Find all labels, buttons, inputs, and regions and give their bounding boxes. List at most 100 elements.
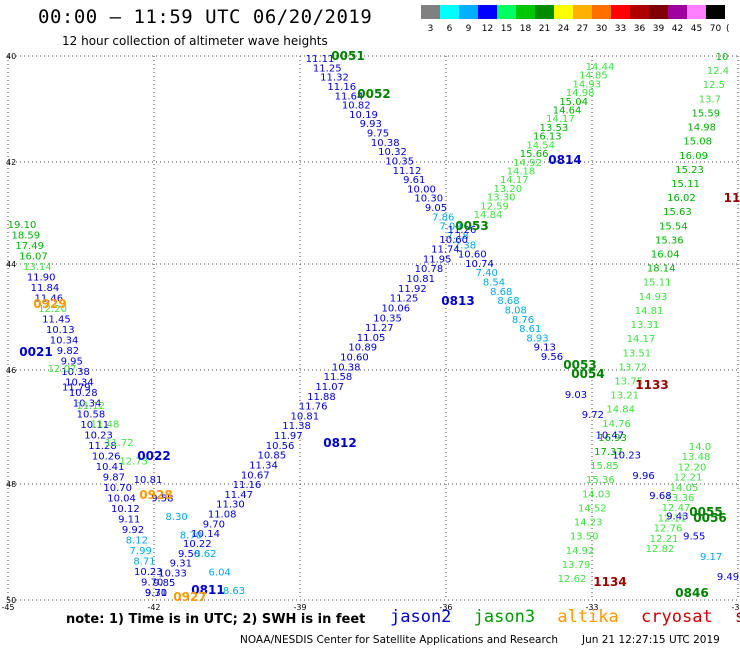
wave-height-value: 11.16	[233, 480, 262, 491]
wave-height-value: 9.31	[170, 559, 192, 570]
wave-height-value: 15.59	[691, 108, 720, 119]
pass-time-label: 0056	[693, 511, 726, 525]
wave-height-value: 10.41	[96, 462, 125, 473]
wave-height-value: 9.17	[700, 552, 722, 563]
wave-height-value: 10.35	[373, 313, 402, 324]
wave-height-value: 10.38	[332, 362, 361, 373]
color-swatch	[630, 5, 649, 19]
wave-height-value: 11.47	[224, 490, 253, 501]
wave-height-value: 14.44	[586, 62, 615, 73]
wave-height-value: 10.34	[73, 399, 102, 410]
page-title: 00:00 – 11:59 UTC 06/20/2019	[38, 6, 373, 28]
wave-height-value: 9.70	[145, 588, 167, 599]
wave-height-value: 12.21	[650, 534, 679, 545]
wave-height-value: 15.54	[659, 221, 688, 232]
color-swatch-label: 6	[447, 24, 453, 33]
wave-height-value: 10.60	[340, 353, 369, 364]
color-swatch-label: 21	[539, 24, 550, 33]
wave-height-value: 9.72	[582, 410, 604, 421]
wave-height-value: 15.23	[675, 165, 704, 176]
pass-time-label: 0928	[139, 488, 172, 502]
wave-height-value: 11.97	[274, 431, 303, 442]
wave-height-value: 10.23	[612, 451, 641, 462]
wave-height-value: 10.78	[415, 264, 444, 275]
wave-height-value: 14.93	[639, 292, 668, 303]
wave-height-value: 14.52	[578, 503, 607, 514]
wave-height-value: 11.48	[91, 420, 120, 431]
wave-height-value: 7.86	[432, 212, 454, 223]
wave-height-value: 11.25	[390, 294, 419, 305]
wave-height-value: 12.82	[646, 544, 675, 555]
wave-height-value: 12.20	[678, 462, 707, 473]
wave-height-value: 13.48	[682, 452, 711, 463]
wave-height-value: 14.64	[553, 106, 582, 117]
wave-height-value: 11.12	[393, 166, 422, 177]
wave-height-value: 9.61	[403, 175, 425, 186]
page-subtitle: 12 hour collection of altimeter wave hei…	[62, 34, 328, 48]
wave-height-value: 10.81	[134, 475, 163, 486]
legend-item: jason2	[390, 607, 452, 627]
wave-height-value: 11.38	[282, 421, 311, 432]
wave-height-value: 13.30	[487, 193, 516, 204]
wave-height-value: 12.76	[654, 524, 683, 535]
wave-height-value: 11.72	[105, 438, 134, 449]
wave-height-value: 11.58	[324, 372, 353, 383]
color-swatch	[687, 5, 706, 19]
wave-height-value: 9.87	[103, 472, 125, 483]
wave-height-value: 8.08	[505, 305, 527, 316]
wave-height-value: 10.47	[595, 430, 624, 441]
wave-height-value: 13.7	[699, 94, 721, 105]
wave-height-value: 7.99	[130, 546, 152, 557]
wave-height-value: 8.62	[194, 549, 216, 560]
wave-height-value: 10.34	[65, 378, 94, 389]
wave-height-value: 9.03	[565, 390, 587, 401]
wave-height-value: 12.07	[48, 364, 77, 375]
generated-timestamp: Jun 21 12:27:15 UTC 2019	[582, 634, 720, 646]
color-swatch	[668, 5, 687, 19]
wave-height-value: 12.20	[38, 304, 67, 315]
wave-height-value: 13.51	[623, 348, 652, 359]
pass-time-label: 0054	[571, 367, 604, 381]
wave-height-value: 13.72	[618, 362, 647, 373]
wave-height-value: 12.11	[658, 513, 687, 524]
wave-height-value: 7.18	[447, 231, 469, 242]
longitude-labels: -45 -42 -39 -36 -33 -30	[1, 603, 740, 612]
wave-height-value: 9.70	[203, 519, 225, 530]
color-swatch-label: 30	[596, 24, 608, 33]
wave-height-value: 14.98	[566, 88, 595, 99]
latitude-tick-label: 50	[6, 596, 16, 605]
wave-height-value: 8.70	[180, 531, 202, 542]
pass-time-label: 1134	[593, 575, 626, 589]
wave-height-value: 13.79	[562, 560, 591, 571]
wave-height-value: 15.36	[655, 235, 684, 246]
wave-height-value: 15.36	[586, 475, 615, 486]
wave-height-value: 14.17	[500, 175, 529, 186]
wave-height-value: 9.92	[122, 525, 144, 536]
color-swatch-label: 12	[482, 24, 493, 33]
legend-item: altika	[557, 607, 619, 627]
satellite-legend: jason2 jason3 altika cryosat s3a	[390, 607, 740, 627]
wave-height-value: 10.33	[158, 568, 187, 579]
wave-height-value: 12.62	[558, 574, 587, 585]
wave-height-value: 15.11	[671, 179, 700, 190]
wave-height-value: 11.30	[216, 500, 245, 511]
wave-height-value: 11.84	[31, 283, 60, 294]
pass-time-label: 0055	[689, 505, 722, 519]
latitude-tick-label: 42	[6, 158, 16, 167]
wave-height-value: 10.34	[50, 336, 79, 347]
wave-height-value: 8.12	[126, 535, 148, 546]
wave-height-value: 10.81	[406, 274, 435, 285]
wave-height-value: 8.76	[512, 315, 534, 326]
wave-height-value: 11.25	[313, 63, 342, 74]
wave-height-value: 11.28	[88, 441, 117, 452]
wave-height-value: 10.26	[92, 451, 121, 462]
wave-height-value: 9.58	[151, 494, 173, 505]
legend-item: s3a	[735, 607, 740, 627]
wave-height-value: 10.89	[348, 343, 377, 354]
wave-height-value: 14.76	[602, 419, 631, 430]
color-swatch	[573, 5, 592, 19]
longitude-tick-label: -33	[585, 603, 598, 612]
wave-height-value: 10	[716, 52, 729, 63]
wave-height-value: 9.31	[145, 588, 167, 599]
